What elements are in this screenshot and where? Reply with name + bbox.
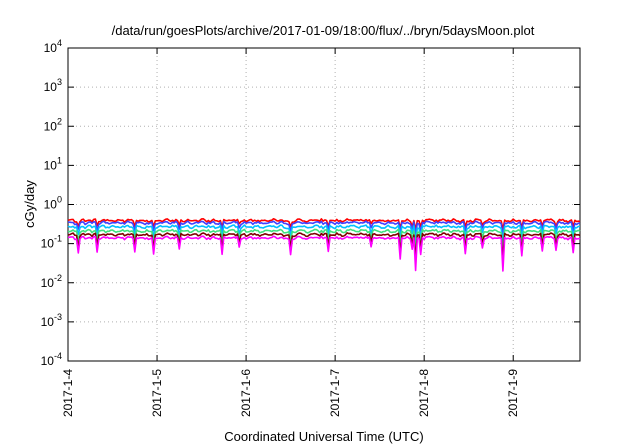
y-tick-label: 101 [44,155,62,172]
y-tick-label: 104 [44,38,62,55]
chart-title: /data/run/goesPlots/archive/2017-01-09/1… [112,23,535,38]
x-tick-label: 2017-1-7 [328,369,342,417]
y-axis-ticks: 10-4 10-3 10-2 10-1 100 101 102 103 104 [41,38,580,368]
y-tick-label: 103 [44,77,62,94]
y-tick-label: 10-1 [41,234,62,251]
y-tick-label: 10-3 [41,312,62,329]
x-axis-ticks: 2017-1-4 2017-1-5 2017-1-6 2017-1-7 2017-1-8… [61,48,520,417]
y-tick-label: 10-4 [41,351,62,368]
series-line [67,235,581,272]
y-tick-label: 100 [44,195,62,212]
y-axis-label: cGy/day [22,180,37,228]
x-tick-label: 2017-1-4 [61,369,75,417]
grid-lines [68,48,580,361]
x-tick-label: 2017-1-8 [417,369,431,417]
series-group [67,218,581,272]
x-tick-label: 2017-1-9 [506,369,520,417]
y-tick-label: 10-2 [41,273,62,290]
x-tick-label: 2017-1-6 [239,369,253,417]
series-line [67,220,581,236]
x-tick-label: 2017-1-5 [150,369,164,417]
x-axis-label: Coordinated Universal Time (UTC) [224,429,423,444]
y-tick-label: 102 [44,116,62,133]
series-line [67,224,581,244]
